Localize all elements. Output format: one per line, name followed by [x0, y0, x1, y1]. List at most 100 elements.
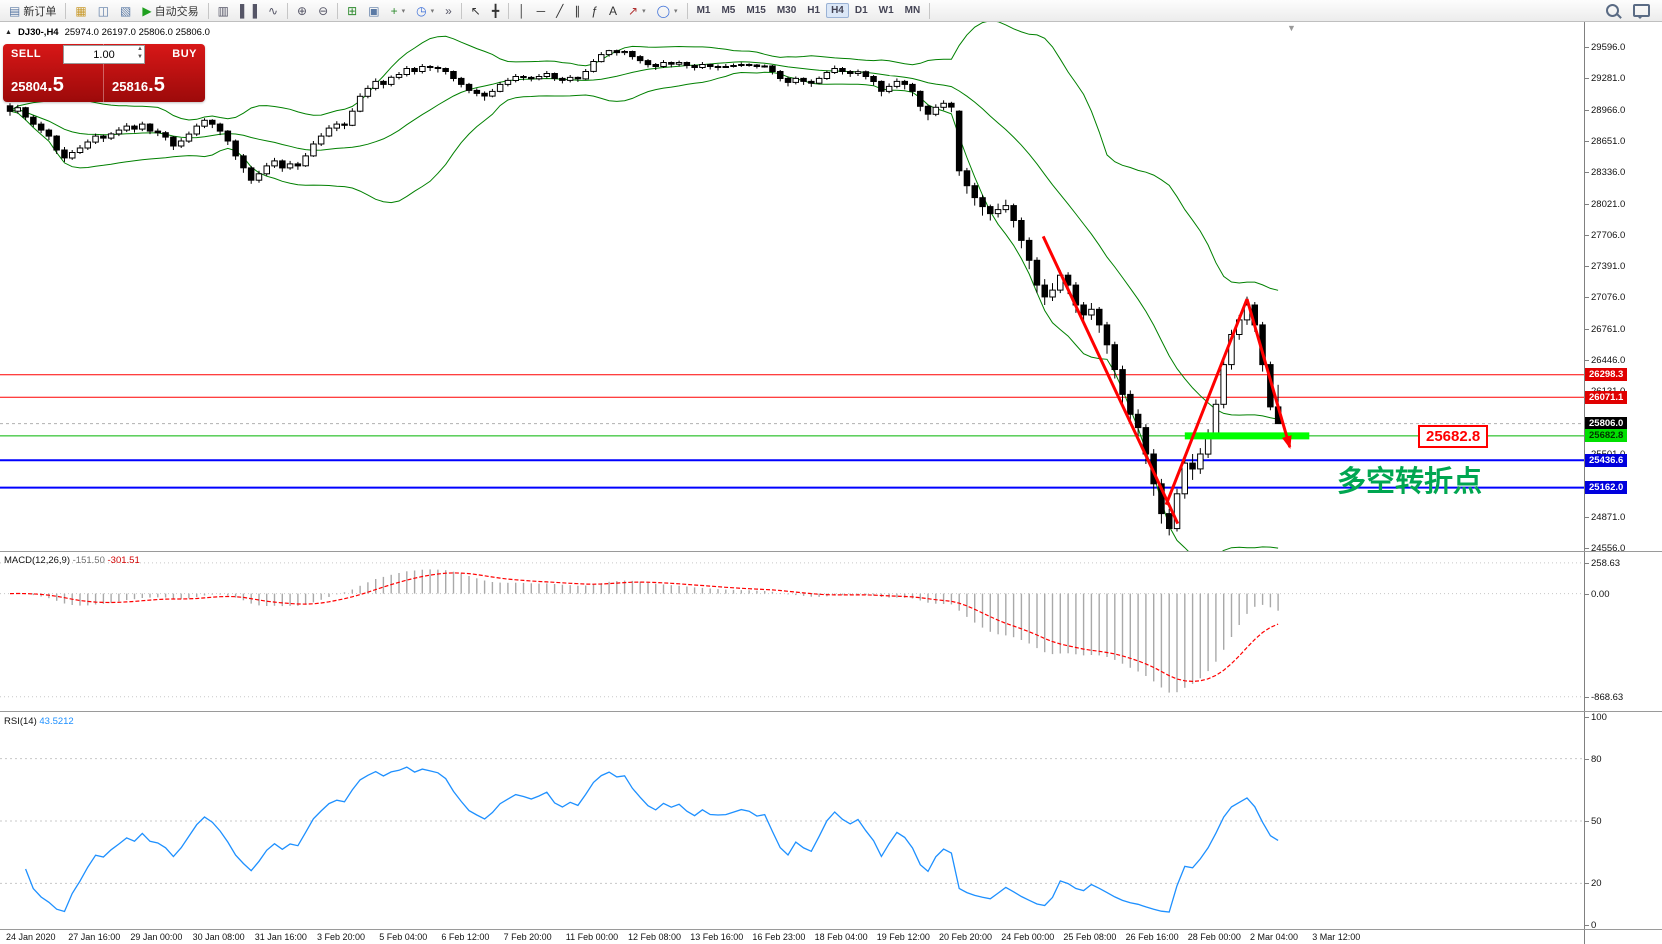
- time-axis-label: 28 Feb 00:00: [1187, 932, 1241, 942]
- time-axis[interactable]: 24 Jan 2020 27 Jan 16:00 29 Jan 00:00 30 Ja…: [0, 930, 1584, 944]
- data-window-icon[interactable]: ◫: [93, 0, 114, 21]
- rsi-scale-tick: 80: [1591, 753, 1602, 765]
- buy-button[interactable]: BUY 25816.5: [104, 44, 205, 102]
- price-scale-tick-mark: [1585, 140, 1589, 142]
- price-scale-tick-mark: [1585, 360, 1589, 362]
- timeframe-m15-button[interactable]: M15: [746, 5, 766, 16]
- candlestick-button[interactable]: ▌▐: [235, 0, 262, 21]
- fibonacci-icon: ƒ: [591, 3, 599, 18]
- toolbar-separator: [460, 2, 462, 19]
- cascade-windows-button[interactable]: ▣: [363, 0, 384, 21]
- toolbar-separator: [287, 2, 289, 19]
- macd-signal-line: [9, 572, 1279, 683]
- time-axis-label: 11 Feb 00:00: [565, 932, 619, 942]
- macd-scale-tick-mark: [1585, 696, 1589, 698]
- timeframe-h1-button[interactable]: H1: [807, 5, 821, 16]
- collapse-trade-panel-icon[interactable]: ▲: [5, 29, 12, 36]
- zoom-out-button[interactable]: ⊖: [313, 0, 333, 21]
- turning-point-annotation[interactable]: 多空转折点: [1337, 466, 1483, 498]
- trendline-button[interactable]: ╱: [551, 0, 568, 21]
- price-scale-tick: 29596.0: [1591, 42, 1626, 54]
- price-scale-tick: 24871.0: [1591, 511, 1626, 523]
- toolbar: ▤ 新订单 ▦ ◫ ▧ ▶ 自动交易 ▥ ▌▐ ∿ ⊕ ⊖ ⊞ ▣ + ▾ ◷ ▾» ↖ ╋ │ ─ ╱ ∥ ƒ A ↗ ▾ ◯ ▾ M1 M…: [0, 0, 1662, 22]
- price-scale-label: 26298.3: [1585, 368, 1628, 382]
- crosshair-button[interactable]: ╋: [487, 0, 504, 21]
- price-scale-tick-mark: [1585, 516, 1589, 518]
- zoom-in-button[interactable]: ⊕: [292, 0, 312, 21]
- fibonacci-button[interactable]: ƒ: [586, 0, 603, 21]
- navigator-icon[interactable]: ▧: [115, 0, 136, 21]
- auto-trading-button[interactable]: ▶ 自动交易: [137, 0, 203, 21]
- sell-price: 25804.5: [11, 74, 64, 96]
- toolbar-separator: [686, 2, 688, 19]
- new-chart-button-dropdown-icon[interactable]: ▾: [401, 7, 406, 15]
- rsi-scale-tick-mark: [1585, 758, 1589, 760]
- new-chart-icon: +: [390, 3, 398, 18]
- timeframe-m30-button[interactable]: M30: [776, 5, 797, 16]
- trendline-object[interactable]: [1245, 298, 1292, 450]
- toolbar-buttons: ▤ 新订单 ▦ ◫ ▧ ▶ 自动交易 ▥ ▌▐ ∿ ⊕ ⊖ ⊞ ▣ + ▾ ◷ ▾» ↖ ╋ │ ─ ╱ ∥ ƒ A ↗ ▾ ◯ ▾ M1 M…: [4, 0, 1606, 21]
- macd-scale-tick: 0.00: [1591, 588, 1610, 600]
- macd-panel[interactable]: MACD(12,26,9) -151.50 -301.51: [0, 552, 1584, 710]
- trendline-object[interactable]: [1164, 298, 1249, 506]
- bar-chart-button[interactable]: ▥: [213, 0, 234, 21]
- price-scale-tick: 28966.0: [1591, 104, 1626, 116]
- rsi-scale-tick: 50: [1591, 816, 1602, 827]
- navigator-icon: ▧: [120, 3, 132, 18]
- arrows-button[interactable]: ↗ ▾: [623, 0, 651, 21]
- trendline-object[interactable]: [1041, 235, 1180, 525]
- cursor-button[interactable]: ↖: [466, 0, 486, 21]
- timeframe-w1-button[interactable]: W1: [878, 5, 894, 16]
- tile-windows-icon: ⊞: [347, 3, 358, 18]
- panel-separator[interactable]: [0, 551, 1662, 552]
- price-scale-tick: 26446.0: [1591, 355, 1626, 367]
- one-click-trading-widget: SELL 25804.5 BUY 25816.5 1.00 ▲ ▼: [3, 44, 205, 102]
- new-order-button[interactable]: ▤ 新订单: [4, 0, 61, 21]
- arrows-button-dropdown-icon[interactable]: ▾: [642, 7, 646, 15]
- main-chart-panel[interactable]: ▲ DJ30-,H4 25974.0 26197.0 25806.0 25806…: [0, 22, 1584, 551]
- bollinger-upper-band: [9, 22, 1279, 291]
- macd-scale-tick-mark: [1585, 562, 1589, 564]
- market-watch-icon[interactable]: ▦: [70, 0, 91, 21]
- horizontal-line-button[interactable]: ─: [532, 0, 551, 21]
- price-scale-label: 25162.0: [1585, 481, 1628, 495]
- vertical-line-button[interactable]: │: [513, 0, 531, 21]
- timeframe-m1-button[interactable]: M1: [696, 5, 711, 16]
- text-label-button[interactable]: A: [604, 0, 622, 21]
- rsi-line: [24, 766, 1279, 913]
- chat-icon[interactable]: [1633, 4, 1650, 19]
- chart-shift-button[interactable]: »: [440, 0, 457, 21]
- new-chart-button[interactable]: + ▾: [386, 0, 411, 21]
- shapes-button-dropdown-icon[interactable]: ▾: [674, 7, 678, 15]
- rsi-panel[interactable]: RSI(14) 43.5212: [0, 713, 1584, 929]
- tile-windows-button[interactable]: ⊞: [342, 0, 362, 21]
- timeframe-m5-button[interactable]: M5: [721, 5, 736, 16]
- timeframe-d1-button[interactable]: D1: [854, 5, 868, 16]
- price-tag-label[interactable]: 25682.8: [1418, 425, 1489, 448]
- price-scale-tick-mark: [1585, 78, 1589, 80]
- panel-separator[interactable]: [0, 711, 1662, 712]
- timeframe-mn-button[interactable]: MN: [904, 5, 921, 16]
- timeframe-h4-button[interactable]: H4: [826, 3, 849, 18]
- price-chart[interactable]: [0, 22, 1584, 551]
- volume-input[interactable]: 1.00 ▲ ▼: [63, 45, 145, 64]
- chart-shift-marker[interactable]: ▼: [1287, 23, 1296, 33]
- time-axis-label: 5 Feb 04:00: [379, 932, 428, 942]
- period-button[interactable]: ◷ ▾: [411, 0, 439, 21]
- volume-spinner[interactable]: ▲ ▼: [137, 46, 143, 62]
- price-scale-tick-mark: [1585, 328, 1589, 330]
- shapes-button[interactable]: ◯ ▾: [652, 0, 683, 21]
- volume-up-icon[interactable]: ▲: [137, 46, 143, 52]
- chart-ohlc-values: 25974.0 26197.0 25806.0 25806.0: [64, 27, 210, 38]
- period-button-dropdown-icon[interactable]: ▾: [430, 7, 435, 15]
- line-chart-button[interactable]: ∿: [263, 0, 283, 21]
- time-axis-label: 26 Feb 16:00: [1125, 932, 1179, 942]
- crosshair-icon: ╋: [491, 3, 500, 18]
- search-icon[interactable]: [1606, 4, 1619, 17]
- volume-down-icon[interactable]: ▼: [137, 53, 143, 60]
- time-axis-label: 25 Feb 08:00: [1063, 932, 1117, 942]
- channel-button[interactable]: ∥: [569, 0, 585, 21]
- price-scale-tick: 24556.0: [1591, 542, 1626, 554]
- price-scale[interactable]: 29596.0 29281.0 28966.0 28651.0 28336.0 28021…: [1584, 22, 1662, 944]
